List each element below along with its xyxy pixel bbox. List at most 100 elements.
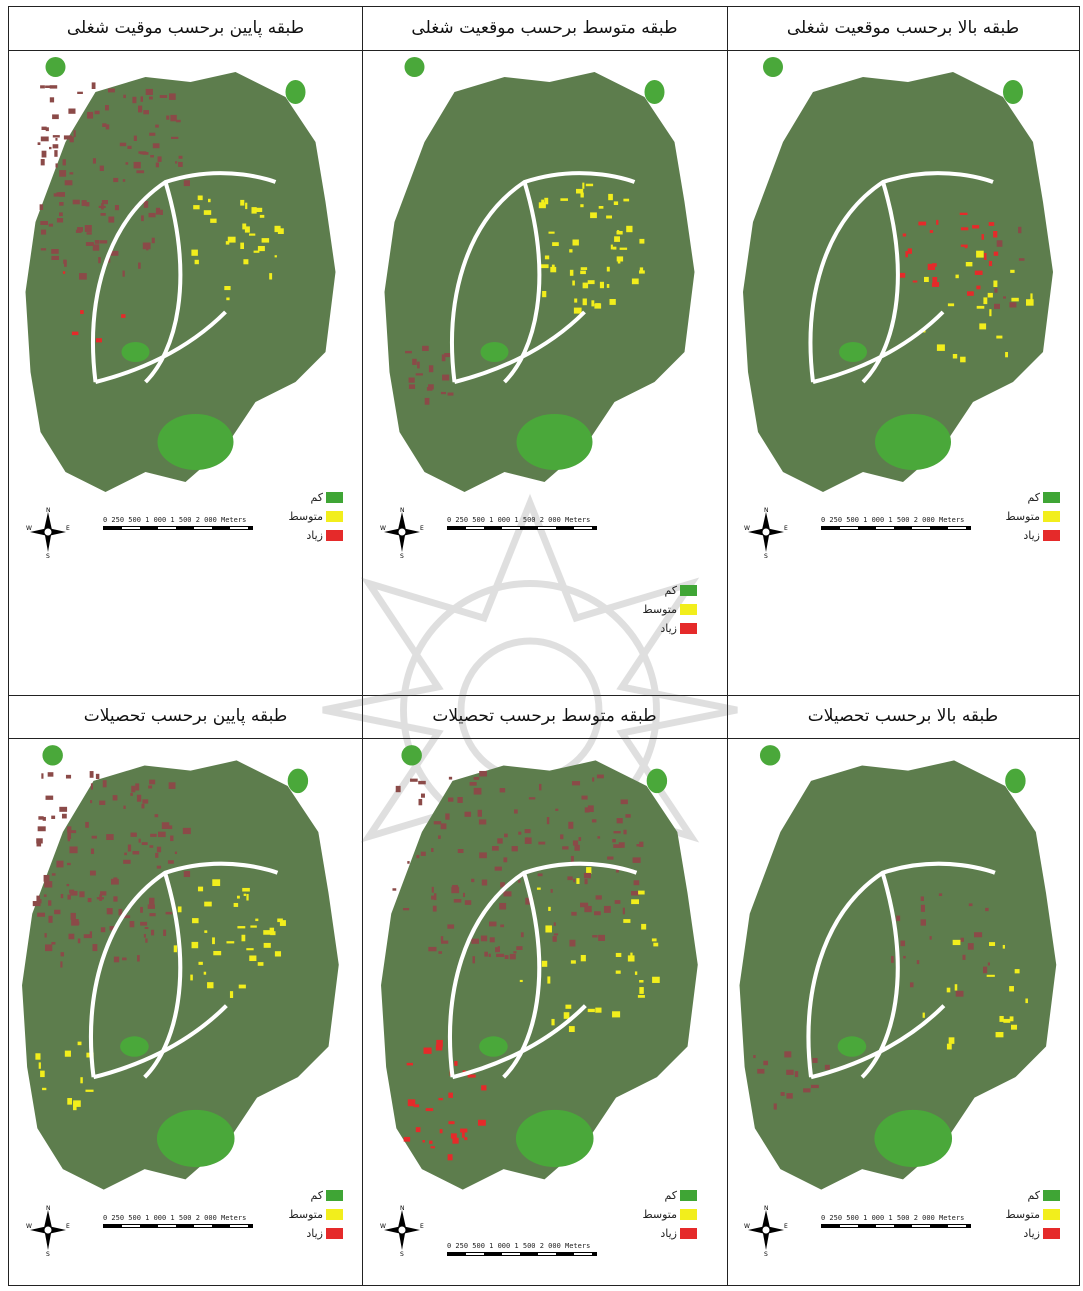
- svg-text:N: N: [764, 507, 769, 514]
- land-parcel: [570, 960, 576, 964]
- land-parcel: [639, 841, 644, 847]
- map-panel-mid-edu: طبقه متوسط برحسب تحصیلات N W E S 0 250 500 1 …: [362, 694, 727, 1286]
- land-parcel: [489, 921, 497, 927]
- land-parcel: [148, 212, 156, 218]
- land-parcel: [583, 872, 591, 879]
- land-parcel: [578, 837, 582, 841]
- ring-road: [448, 861, 638, 1080]
- land-parcel: [763, 1060, 769, 1066]
- city-map: [384, 57, 695, 492]
- park-area: [156, 1109, 235, 1168]
- land-parcel: [594, 911, 601, 916]
- land-parcel: [41, 773, 44, 779]
- land-parcel: [168, 782, 176, 789]
- land-parcel: [891, 955, 894, 963]
- land-parcel: [145, 88, 153, 95]
- land-parcel: [1009, 302, 1017, 308]
- legend-swatch: [326, 492, 343, 503]
- land-parcel: [616, 818, 623, 824]
- park-area: [401, 745, 422, 766]
- land-parcel: [178, 155, 183, 159]
- land-parcel: [60, 961, 63, 968]
- land-parcel: [212, 937, 215, 945]
- land-parcel: [403, 1136, 411, 1142]
- land-parcel: [40, 136, 49, 142]
- park-area: [874, 1109, 953, 1168]
- land-parcel: [920, 904, 925, 912]
- land-parcel: [86, 232, 92, 235]
- scale-bar-graphic: [821, 526, 971, 530]
- svg-text:E: E: [784, 1223, 788, 1230]
- land-parcel: [42, 1087, 47, 1091]
- land-parcel: [983, 297, 988, 305]
- legend-swatch: [1043, 1228, 1060, 1239]
- land-parcel: [448, 1121, 455, 1125]
- land-parcel: [171, 136, 179, 139]
- land-parcel: [955, 274, 959, 279]
- land-parcel: [430, 1146, 435, 1149]
- land-parcel: [90, 848, 95, 855]
- svg-text:W: W: [380, 525, 386, 532]
- land-parcel: [436, 1039, 443, 1047]
- land-parcel: [182, 827, 191, 835]
- land-parcel: [131, 785, 136, 793]
- land-parcel: [208, 198, 211, 203]
- land-parcel: [52, 114, 59, 120]
- land-parcel: [609, 299, 616, 305]
- land-parcel: [207, 982, 214, 989]
- land-parcel: [155, 124, 159, 128]
- land-parcel: [105, 105, 109, 111]
- land-parcel: [1003, 1018, 1011, 1023]
- land-parcel: [140, 921, 148, 926]
- land-parcel: [44, 881, 53, 888]
- land-parcel: [51, 255, 59, 260]
- land-parcel: [547, 976, 551, 984]
- land-parcel: [277, 228, 284, 234]
- land-parcel: [582, 282, 589, 289]
- land-parcel: [191, 249, 198, 256]
- land-parcel: [108, 257, 111, 263]
- panel-title: طبقه بالا برحسب تحصیلات: [726, 694, 1080, 739]
- land-parcel: [127, 844, 132, 852]
- land-parcel: [106, 834, 114, 841]
- land-parcel: [42, 816, 46, 821]
- land-parcel: [631, 899, 640, 905]
- land-parcel: [159, 95, 168, 98]
- land-parcel: [110, 250, 119, 256]
- land-parcel: [138, 262, 141, 269]
- land-parcel: [259, 214, 265, 218]
- land-parcel: [140, 152, 144, 155]
- svg-text:S: S: [46, 553, 50, 558]
- land-parcel: [99, 165, 104, 171]
- land-parcel: [525, 897, 534, 905]
- land-parcel: [49, 146, 52, 150]
- land-parcel: [194, 259, 199, 265]
- land-parcel: [587, 280, 595, 285]
- land-parcel: [1003, 296, 1006, 299]
- map-legend: کم متوسط زیاد: [288, 1186, 343, 1243]
- land-parcel: [460, 1128, 468, 1133]
- legend-swatch: [1043, 530, 1060, 541]
- land-parcel: [100, 927, 106, 933]
- land-parcel: [158, 831, 166, 838]
- land-parcel: [960, 244, 968, 247]
- land-parcel: [450, 1133, 457, 1139]
- land-parcel: [584, 807, 590, 813]
- land-parcel: [174, 851, 178, 855]
- land-parcel: [794, 1071, 799, 1078]
- land-parcel: [415, 1127, 421, 1133]
- park-area: [759, 745, 781, 766]
- svg-text:W: W: [380, 1223, 386, 1230]
- land-parcel: [428, 384, 434, 390]
- park-area: [285, 80, 306, 104]
- land-parcel: [996, 335, 1003, 339]
- land-parcel: [138, 105, 143, 113]
- land-parcel: [524, 829, 531, 834]
- land-parcel: [587, 1008, 595, 1013]
- land-parcel: [36, 841, 42, 847]
- land-parcel: [545, 925, 552, 933]
- land-parcel: [143, 201, 149, 208]
- land-parcel: [140, 906, 143, 913]
- land-parcel: [157, 156, 162, 162]
- land-parcel: [423, 1047, 432, 1054]
